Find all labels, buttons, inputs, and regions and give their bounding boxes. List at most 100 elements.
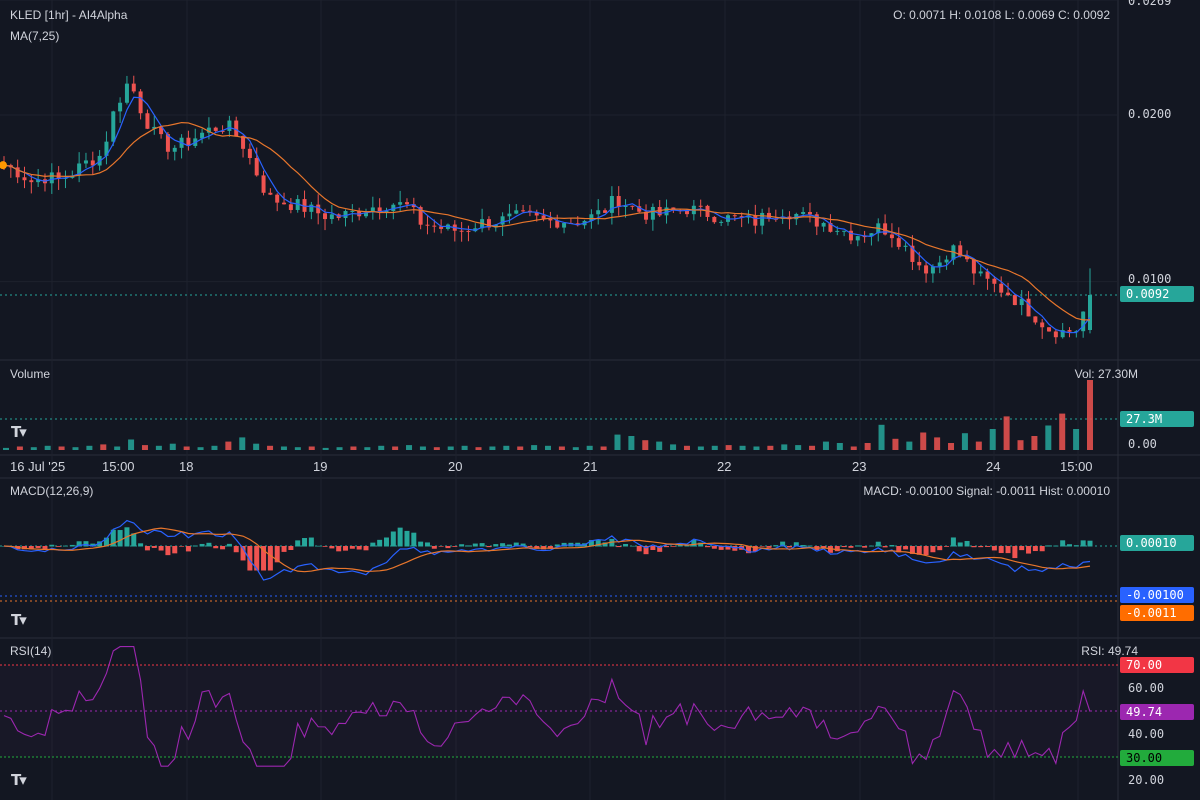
candle-body bbox=[835, 230, 840, 232]
candle-body bbox=[364, 212, 368, 217]
volume-bar bbox=[642, 440, 649, 450]
macd-hist-bar bbox=[329, 546, 335, 549]
volume-bar bbox=[350, 446, 357, 450]
macd-hist-bar bbox=[780, 541, 786, 547]
macd-hist-bar bbox=[1012, 546, 1018, 559]
volume-bar bbox=[975, 441, 982, 450]
macd-hist-bar bbox=[179, 546, 185, 547]
candle-body bbox=[302, 199, 307, 212]
x-label-1: 15:00 bbox=[102, 459, 135, 474]
candle-body bbox=[985, 271, 990, 279]
candle-body bbox=[370, 207, 375, 213]
macd-hist-bar bbox=[513, 542, 519, 547]
volume-bar bbox=[836, 443, 843, 450]
candle-body bbox=[842, 230, 847, 232]
volume-bar bbox=[280, 446, 287, 450]
candle-body bbox=[965, 256, 970, 260]
macd-hist-tag: 0.00010 bbox=[1120, 535, 1194, 551]
candle-body bbox=[903, 245, 908, 247]
candle-body bbox=[1040, 322, 1045, 328]
macd-hist-bar bbox=[998, 546, 1004, 554]
volume-readout: Vol: 27.30M bbox=[1074, 367, 1138, 381]
candle-body bbox=[807, 212, 812, 215]
macd-hist-bar bbox=[821, 546, 827, 548]
candle-body bbox=[937, 262, 942, 267]
candle-body bbox=[309, 204, 314, 212]
candle-body bbox=[391, 204, 396, 211]
volume-bar bbox=[920, 432, 927, 450]
candle-body bbox=[404, 202, 409, 205]
candle-body bbox=[712, 216, 717, 223]
macd-hist-bar bbox=[254, 546, 260, 571]
candle-body bbox=[753, 215, 758, 226]
macd-hist-bar bbox=[438, 546, 444, 547]
candle-body bbox=[83, 160, 88, 164]
macd-hist-bar bbox=[90, 543, 96, 547]
candle-body bbox=[1026, 298, 1031, 317]
macd-hist-bar bbox=[144, 546, 150, 551]
chart-title: KLED [1hr] - AI4Alpha bbox=[10, 8, 128, 22]
macd-hist-bar bbox=[424, 542, 430, 547]
tradingview-logo-icon: T▾ bbox=[11, 611, 27, 629]
candle-body bbox=[562, 223, 567, 228]
macd-hist-bar bbox=[978, 546, 984, 548]
macd-hist-bar bbox=[834, 546, 840, 552]
macd-hist-bar bbox=[42, 546, 48, 549]
candle-body bbox=[924, 265, 929, 274]
macd-hist-bar bbox=[916, 546, 922, 555]
volume-bar bbox=[1087, 380, 1093, 450]
volume-bar bbox=[781, 444, 788, 450]
volume-bar bbox=[697, 446, 704, 450]
macd-hist-bar bbox=[793, 542, 799, 547]
macd-hist-bar bbox=[322, 546, 328, 547]
candle-body bbox=[282, 202, 287, 205]
macd-hist-bar bbox=[855, 545, 861, 547]
macd-hist-bar bbox=[937, 546, 943, 551]
volume-bar bbox=[1031, 436, 1038, 450]
macd-hist-bar bbox=[950, 537, 956, 547]
candle-body bbox=[814, 214, 819, 227]
volume-bar bbox=[572, 447, 579, 450]
candle-body bbox=[268, 192, 273, 195]
macd-hist-bar bbox=[459, 544, 465, 547]
volume-bar bbox=[753, 446, 760, 450]
macd-hist-bar bbox=[62, 545, 68, 547]
volume-bar bbox=[336, 447, 343, 450]
macd-hist-bar bbox=[588, 540, 594, 547]
ma-legend: MA(7,25) bbox=[10, 29, 60, 43]
macd-hist-bar bbox=[657, 546, 663, 552]
price-tick-top: 0.0269 bbox=[1128, 0, 1172, 8]
x-label-4: 20 bbox=[448, 459, 463, 474]
candle-body bbox=[172, 147, 177, 152]
macd-hist-bar bbox=[923, 546, 929, 555]
candle-body bbox=[131, 83, 136, 92]
macd-hist-bar bbox=[875, 541, 881, 547]
volume-bar bbox=[16, 446, 23, 450]
volume-bar bbox=[419, 446, 426, 450]
volume-bar bbox=[30, 447, 37, 450]
candle-body bbox=[910, 245, 915, 262]
candle-body bbox=[534, 212, 539, 216]
volume-bar bbox=[809, 445, 816, 450]
candle-body bbox=[425, 224, 430, 226]
macd-hist-bar bbox=[69, 544, 75, 547]
macd-hist-bar bbox=[35, 546, 41, 548]
macd-hist-bar bbox=[534, 546, 540, 549]
macd-hist-bar bbox=[766, 546, 772, 548]
candle-body bbox=[77, 163, 82, 176]
volume-bar bbox=[197, 447, 204, 450]
candle-body bbox=[350, 210, 355, 212]
candle-body bbox=[241, 136, 246, 149]
macd-hist-bar bbox=[308, 537, 314, 547]
macd-hist-bar bbox=[718, 546, 724, 550]
macd-hist-bar bbox=[288, 546, 294, 551]
macd-hist-bar bbox=[554, 544, 560, 547]
macd-hist-bar bbox=[759, 546, 765, 547]
x-label-8: 24 bbox=[986, 459, 1001, 474]
macd-hist-bar bbox=[547, 546, 553, 549]
macd-hist-bar bbox=[991, 546, 997, 551]
candle-body bbox=[719, 221, 724, 223]
macd-hist-bar bbox=[185, 546, 191, 552]
rsi-tick-60: 60.00 bbox=[1128, 681, 1165, 695]
